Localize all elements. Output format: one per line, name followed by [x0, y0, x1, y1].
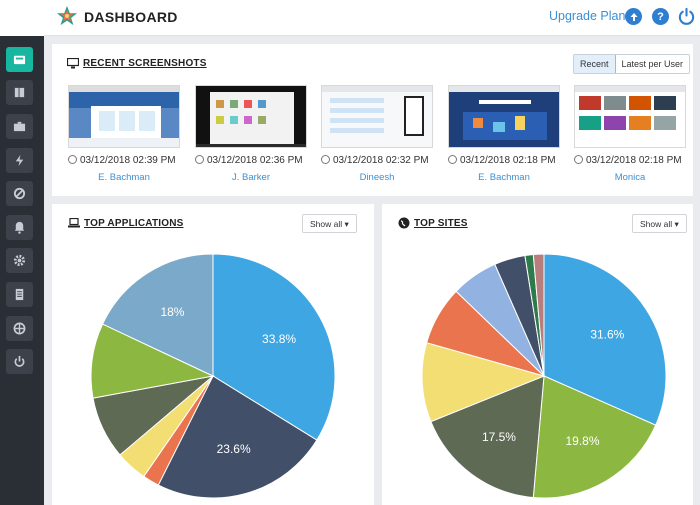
sidebar-item-documents[interactable]	[6, 282, 33, 307]
top-applications-title: TOP APPLICATIONS	[84, 218, 184, 229]
screenshot-thumbnail[interactable]	[321, 85, 433, 148]
screenshot-thumbnail[interactable]	[68, 85, 180, 148]
monitor-icon	[67, 58, 79, 69]
sidebar-item-globe[interactable]	[6, 316, 33, 341]
screenshot-view-toggle: Recent Latest per User	[573, 54, 691, 74]
screenshot-thumbnail[interactable]	[574, 85, 686, 148]
clock-icon	[448, 155, 457, 164]
pie-slice[interactable]	[90, 323, 215, 399]
sidebar-item-dashboard[interactable]	[6, 47, 33, 72]
pie-slice[interactable]	[430, 375, 545, 499]
sidebar-item-activity[interactable]	[6, 148, 33, 173]
pie-slice-label: 19.8%	[565, 434, 599, 448]
reports-icon	[14, 87, 25, 98]
screenshot-user-link[interactable]: E. Bachman	[98, 172, 150, 183]
toggle-latest-per-user[interactable]: Latest per User	[615, 55, 690, 73]
pie-slice[interactable]	[212, 253, 336, 441]
screenshot-thumbnail[interactable]	[448, 85, 560, 148]
sites-filter-value: Show all	[640, 219, 673, 229]
chevron-down-icon: ▾	[344, 219, 349, 229]
pie-slice[interactable]	[532, 253, 545, 377]
sidebar-item-briefcase[interactable]	[6, 114, 33, 139]
upload-button[interactable]	[625, 8, 642, 25]
screenshot-user-link[interactable]: Monica	[614, 172, 646, 183]
top-sites-title: TOP SITES	[414, 218, 468, 229]
laptop-icon	[68, 218, 80, 228]
screenshot-time: 03/12/2018 02:36 PM	[207, 155, 303, 166]
pie-slice[interactable]	[543, 253, 667, 426]
pie-slice[interactable]	[421, 342, 546, 423]
pie-slice-label: 17.5%	[482, 430, 516, 444]
sidebar-item-settings[interactable]	[6, 248, 33, 273]
screenshot-user-link[interactable]: E. Bachman	[478, 172, 530, 183]
screenshot-time: 03/12/2018 02:18 PM	[460, 155, 556, 166]
power-icon	[678, 10, 695, 25]
screenshot-time: 03/12/2018 02:39 PM	[80, 155, 176, 166]
page-title: DASHBOARD	[84, 9, 178, 25]
screenshot-card[interactable]: 03/12/2018 02:36 PM J. Barker	[195, 85, 307, 183]
screenshot-card[interactable]: 03/12/2018 02:32 PM Dineesh	[321, 85, 433, 183]
help-icon: ?	[657, 10, 664, 23]
screenshot-user-link[interactable]: J. Barker	[231, 172, 270, 183]
blocked-icon	[13, 187, 26, 200]
screenshot-thumbnail[interactable]	[195, 85, 307, 148]
globe-icon	[398, 217, 410, 229]
screenshot-user-link[interactable]: Dineesh	[359, 172, 395, 183]
dashboard-icon	[13, 55, 26, 65]
help-button[interactable]: ?	[652, 8, 669, 25]
briefcase-icon	[13, 121, 26, 132]
pie-slice[interactable]	[532, 375, 657, 499]
clock-icon	[321, 155, 330, 164]
upload-icon	[630, 12, 637, 21]
sidebar-item-logout[interactable]	[6, 349, 33, 374]
pie-slice-label: 31.6%	[590, 328, 624, 342]
pie-slice[interactable]	[101, 253, 214, 377]
top-sites-pie-chart: 31.6% 19.8% 17.5%	[421, 253, 667, 499]
screenshot-card[interactable]: 03/12/2018 02:18 PM Monica	[574, 85, 686, 183]
apps-filter-dropdown[interactable]: Show all ▾	[302, 214, 357, 233]
sidebar-item-reports[interactable]	[6, 80, 33, 105]
top-bar: DASHBOARD Upgrade Plan ?	[44, 0, 700, 36]
clock-icon	[195, 155, 204, 164]
screenshot-time: 03/12/2018 02:18 PM	[586, 155, 682, 166]
brand-logo-icon[interactable]	[56, 5, 78, 27]
power-button[interactable]	[677, 7, 696, 26]
alerts-icon	[14, 221, 25, 234]
sidebar-item-blocked[interactable]	[6, 181, 33, 206]
pie-slice-label: 23.6%	[217, 442, 251, 456]
clock-icon	[68, 155, 77, 164]
recent-screenshots-panel: RECENT SCREENSHOTS Recent Latest per Use…	[52, 44, 693, 196]
document-icon	[15, 288, 24, 301]
pie-slice-label: 33.8%	[262, 332, 296, 346]
sidebar	[0, 0, 44, 505]
globe-icon	[13, 322, 26, 335]
sites-filter-dropdown[interactable]: Show all ▾	[632, 214, 687, 233]
activity-icon	[15, 154, 24, 167]
screenshot-card[interactable]: 03/12/2018 02:18 PM E. Bachman	[448, 85, 560, 183]
pie-slice-label: 18%	[160, 305, 184, 319]
settings-icon	[13, 254, 26, 267]
apps-filter-value: Show all	[310, 219, 343, 229]
clock-icon	[574, 155, 583, 164]
top-applications-pie-chart: 33.8% 23.6% 18%	[90, 253, 336, 499]
top-sites-panel: TOP SITES Show all ▾ 31.6% 19.8% 17.5%	[382, 204, 693, 505]
sidebar-logo-cell	[0, 0, 44, 36]
recent-screenshots-title: RECENT SCREENSHOTS	[83, 58, 207, 69]
screenshot-card[interactable]: 03/12/2018 02:39 PM E. Bachman	[68, 85, 180, 183]
top-applications-panel: TOP APPLICATIONS Show all ▾ 33.8% 23.6% 18…	[52, 204, 374, 505]
screenshot-time: 03/12/2018 02:32 PM	[333, 155, 429, 166]
logout-icon	[14, 355, 25, 367]
sidebar-item-alerts[interactable]	[6, 215, 33, 240]
upgrade-plan-link[interactable]: Upgrade Plan	[549, 9, 626, 23]
chevron-down-icon: ▾	[674, 219, 679, 229]
toggle-recent[interactable]: Recent	[574, 55, 616, 73]
